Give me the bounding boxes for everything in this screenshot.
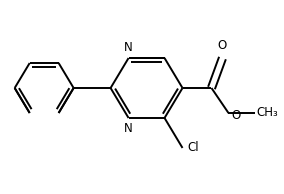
Text: O: O [231, 109, 241, 122]
Text: Cl: Cl [187, 141, 199, 154]
Text: N: N [124, 122, 133, 135]
Text: N: N [124, 41, 133, 54]
Text: O: O [218, 39, 227, 52]
Text: CH₃: CH₃ [256, 107, 278, 120]
